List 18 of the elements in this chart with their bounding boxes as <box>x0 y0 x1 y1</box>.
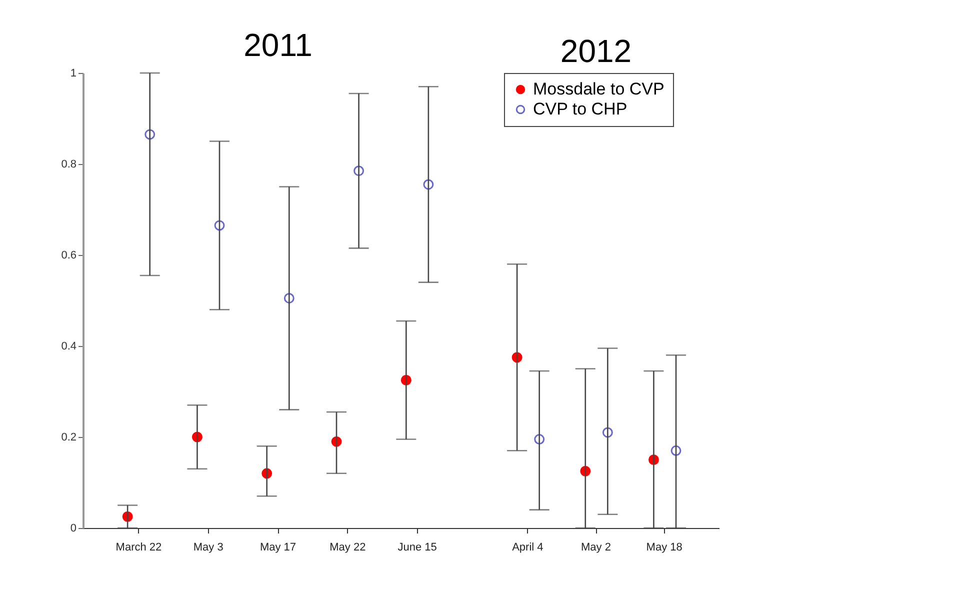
y-tick-label: 0 <box>70 522 76 534</box>
y-tick-label: 0.2 <box>61 432 76 444</box>
x-tick-label: June 15 <box>398 542 437 554</box>
x-tick-label: May 3 <box>193 542 224 554</box>
x-tick-label: May 18 <box>646 542 682 554</box>
x-tick-label: March 22 <box>116 542 162 554</box>
x-tick-label: May 2 <box>581 542 611 554</box>
x-tick-label: May 22 <box>330 542 366 554</box>
x-tick-label: April 4 <box>512 542 544 554</box>
chart-title: 2011 <box>244 27 312 63</box>
y-tick-label: 0.6 <box>61 250 76 262</box>
chart-title: 2012 <box>560 33 632 69</box>
y-tick-label: 0.8 <box>61 158 76 170</box>
legend-label: Mossdale to CVP <box>533 80 664 98</box>
x-tick-label: May 17 <box>260 542 296 554</box>
y-tick-label: 1 <box>70 68 76 80</box>
y-tick-label: 0.4 <box>61 340 76 352</box>
legend-label: CVP to CHP <box>533 100 628 118</box>
